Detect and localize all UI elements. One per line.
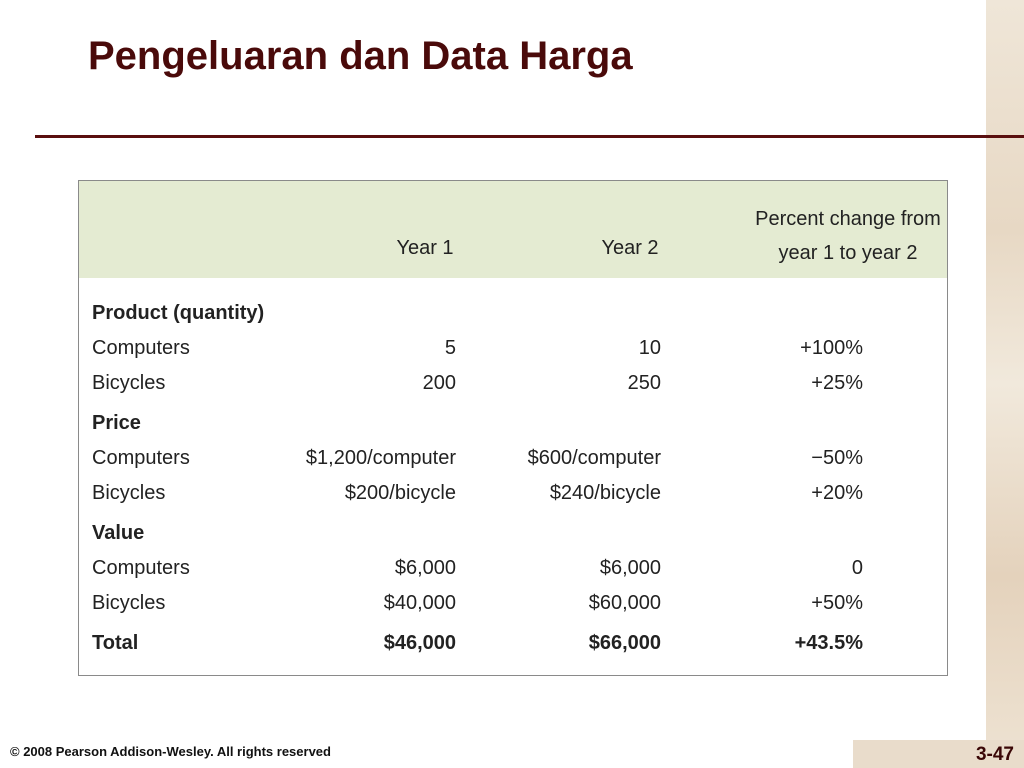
row-label: Computers [92, 337, 190, 359]
cell-value: 10 [638, 337, 661, 359]
background-strip [986, 0, 1024, 768]
total-value: +43.5% [794, 632, 863, 654]
cell-value: $600/computer [527, 447, 661, 469]
cell-value: +25% [811, 372, 863, 394]
cell-value: $1,200/computer [305, 447, 456, 469]
title-rule [35, 135, 1024, 138]
section-heading: Product (quantity) [92, 302, 265, 324]
cell-value: −50% [811, 447, 863, 469]
cell-value: 0 [851, 557, 863, 579]
cell-value: $240/bicycle [549, 482, 661, 504]
total-value: $46,000 [383, 632, 456, 654]
total-label: Total [92, 632, 139, 654]
cell-value: +20% [811, 482, 863, 504]
cell-value: $200/bicycle [344, 482, 456, 504]
cell-value: 200 [422, 372, 456, 394]
cell-value: +50% [811, 592, 863, 614]
table: Year 1 Year 2 Percent change from year 1 t… [78, 180, 948, 676]
footer: © 2008 Pearson Addison-Wesley. All right… [10, 744, 331, 759]
page-number: 3-47 [975, 744, 1014, 765]
cell-value: 250 [627, 372, 661, 394]
section-heading: Value [92, 522, 145, 544]
column-header: Year 2 [601, 237, 659, 259]
cell-value: $40,000 [383, 592, 456, 614]
row-label: Computers [92, 447, 190, 469]
section-heading: Price [92, 412, 141, 434]
table-header [79, 181, 947, 278]
cell-value: 5 [444, 337, 456, 359]
slide-title: Pengeluaran dan Data Harga [88, 34, 633, 78]
cell-value: +100% [800, 337, 863, 359]
cell-value: $6,000 [394, 557, 456, 579]
cell-value: $6,000 [599, 557, 661, 579]
row-label: Bicycles [92, 592, 166, 614]
cell-value: $60,000 [588, 592, 661, 614]
column-header: Year 1 [396, 237, 454, 259]
row-label: Bicycles [92, 482, 166, 504]
column-header: Percent change from year 1 to year 2 [755, 208, 941, 264]
row-label: Computers [92, 557, 190, 579]
row-label: Bicycles [92, 372, 166, 394]
total-value: $66,000 [588, 632, 661, 654]
page-number-box: 3-47 [853, 740, 1024, 768]
